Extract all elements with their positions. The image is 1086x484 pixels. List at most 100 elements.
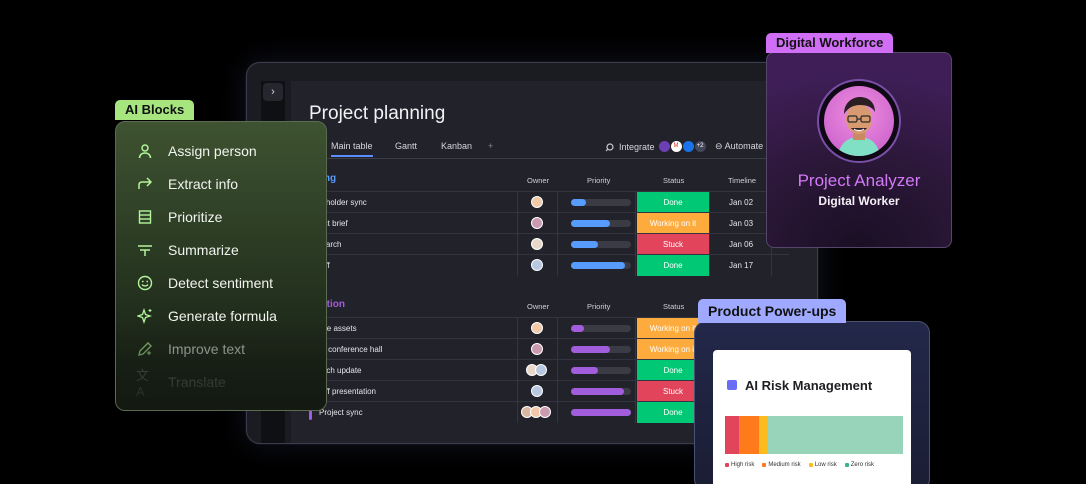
column-header-status: Status bbox=[663, 176, 685, 185]
timeline-date[interactable]: Jan 17 bbox=[729, 261, 754, 270]
list-icon bbox=[136, 208, 154, 226]
ai-block-extract-info[interactable]: Extract info bbox=[136, 175, 238, 193]
timeline-date[interactable]: Jan 02 bbox=[729, 198, 754, 207]
app-icon bbox=[682, 141, 694, 152]
item-name[interactable]: aunch update bbox=[313, 366, 362, 375]
integrate-button[interactable]: Integrate M +2 bbox=[605, 141, 706, 152]
risk-stacked-bar bbox=[725, 416, 903, 454]
ai-block-improve-text[interactable]: Improve text bbox=[136, 340, 245, 358]
item-name[interactable]: reate assets bbox=[313, 324, 357, 333]
status-badge[interactable]: Working on it bbox=[637, 339, 709, 360]
cell-divider bbox=[517, 255, 518, 276]
ai-block-summarize[interactable]: Summarize bbox=[136, 241, 239, 259]
expand-sidebar-button[interactable]: › bbox=[263, 83, 283, 101]
ai-block-generate-formula[interactable]: Generate formula bbox=[136, 307, 277, 325]
ai-block-assign-person[interactable]: Assign person bbox=[136, 142, 257, 160]
tab-main-table[interactable]: Main table bbox=[331, 141, 373, 157]
ai-block-label: Prioritize bbox=[168, 209, 223, 225]
priority-bar[interactable] bbox=[571, 241, 631, 248]
timeline-date[interactable]: Jan 03 bbox=[729, 219, 754, 228]
item-name[interactable]: ckoff presentation bbox=[313, 387, 377, 396]
owner-avatar[interactable] bbox=[531, 217, 543, 229]
cell-divider bbox=[557, 339, 558, 360]
table-row[interactable]: akeholder sync Done Jan 02 bbox=[309, 191, 789, 213]
item-name[interactable]: esearch bbox=[313, 240, 342, 249]
automate-button[interactable]: ⊖ Automate bbox=[715, 141, 763, 152]
priority-bar[interactable] bbox=[571, 262, 631, 269]
column-header-priority: Priority bbox=[587, 302, 611, 311]
ai-block-label: Translate bbox=[168, 374, 226, 390]
status-badge[interactable]: Working on it bbox=[637, 318, 709, 339]
priority-bar[interactable] bbox=[571, 409, 631, 416]
sparkle-icon bbox=[136, 307, 154, 325]
cell-divider bbox=[557, 192, 558, 213]
owner-avatar[interactable] bbox=[531, 343, 543, 355]
priority-fill bbox=[571, 367, 598, 374]
item-name[interactable]: ook conference hall bbox=[313, 345, 383, 354]
add-view-button[interactable]: + bbox=[488, 141, 494, 151]
gmail-icon: M bbox=[670, 141, 682, 152]
ai-block-prioritize[interactable]: Prioritize bbox=[136, 208, 222, 226]
summarize-icon bbox=[136, 241, 154, 259]
table-row[interactable]: ckoffDoneJan 17 bbox=[309, 254, 789, 276]
smiley-icon bbox=[136, 274, 154, 292]
timeline-date[interactable]: Jan 06 bbox=[729, 240, 754, 249]
owner-avatar[interactable] bbox=[531, 322, 543, 334]
tab-kanban[interactable]: Kanban bbox=[441, 141, 473, 151]
table-row[interactable]: aunch update Done bbox=[309, 359, 789, 381]
cell-divider bbox=[635, 339, 636, 360]
ai-block-label: Summarize bbox=[168, 242, 239, 258]
priority-fill bbox=[571, 262, 625, 269]
group-title-execution[interactable]: cution bbox=[315, 299, 345, 310]
priority-bar[interactable] bbox=[571, 367, 631, 374]
cell-divider bbox=[635, 318, 636, 339]
owner-avatar[interactable] bbox=[531, 385, 543, 397]
app-icon bbox=[658, 141, 670, 152]
cell-divider bbox=[635, 234, 636, 255]
cell-divider bbox=[635, 255, 636, 276]
digital-worker-name: Project Analyzer bbox=[797, 171, 921, 190]
risk-management-widget[interactable]: AI Risk Management High risk Medium risk… bbox=[713, 350, 911, 484]
tab-gantt[interactable]: Gantt bbox=[395, 141, 418, 151]
priority-bar[interactable] bbox=[571, 388, 631, 395]
status-badge[interactable]: Done bbox=[637, 402, 709, 423]
status-badge[interactable]: Done bbox=[637, 192, 709, 213]
status-badge[interactable]: Working on it bbox=[637, 213, 709, 234]
status-badge[interactable]: Done bbox=[637, 360, 709, 381]
table-row[interactable]: Project sync Done bbox=[309, 401, 789, 423]
priority-bar[interactable] bbox=[571, 199, 631, 206]
digital-worker-card[interactable]: Project Analyzer Digital Worker bbox=[766, 52, 952, 248]
priority-bar[interactable] bbox=[571, 346, 631, 353]
priority-bar[interactable] bbox=[571, 325, 631, 332]
cell-divider bbox=[517, 339, 518, 360]
table-row[interactable]: ook conference hall Working on it bbox=[309, 338, 789, 360]
table-row[interactable]: oject brief Working on it Jan 03 bbox=[309, 212, 789, 234]
owner-avatar[interactable] bbox=[531, 196, 543, 208]
robot-icon: ⊖ bbox=[715, 141, 723, 151]
status-badge[interactable]: Stuck bbox=[637, 381, 709, 402]
owner-avatar[interactable] bbox=[531, 259, 543, 271]
item-name[interactable]: akeholder sync bbox=[313, 198, 367, 207]
priority-fill bbox=[571, 409, 631, 416]
status-badge[interactable]: Done bbox=[637, 255, 709, 276]
cell-divider bbox=[709, 255, 710, 276]
cell-divider bbox=[517, 213, 518, 234]
ai-blocks-panel: Assign person Extract info Prioritize Su… bbox=[115, 121, 327, 411]
ai-block-label: Detect sentiment bbox=[168, 275, 274, 291]
ai-blocks-badge: AI Blocks bbox=[115, 100, 195, 120]
ai-block-detect-sentiment[interactable]: Detect sentiment bbox=[136, 274, 273, 292]
cell-divider bbox=[517, 360, 518, 381]
cell-divider bbox=[635, 192, 636, 213]
owner-avatar[interactable] bbox=[539, 406, 551, 418]
more-integrations-count: +2 bbox=[694, 141, 706, 152]
item-name[interactable]: Project sync bbox=[319, 408, 363, 417]
owner-avatar[interactable] bbox=[531, 238, 543, 250]
status-badge[interactable]: Stuck bbox=[637, 234, 709, 255]
ai-block-translate[interactable]: 文A Translate bbox=[136, 368, 226, 399]
product-power-ups-badge: Product Power-ups bbox=[698, 299, 847, 323]
owner-avatar[interactable] bbox=[535, 364, 547, 376]
item-name[interactable]: oject brief bbox=[313, 219, 348, 228]
table-row[interactable]: esearch Stuck Jan 06 bbox=[309, 233, 789, 255]
column-header-status: Status bbox=[663, 302, 685, 311]
priority-bar[interactable] bbox=[571, 220, 631, 227]
